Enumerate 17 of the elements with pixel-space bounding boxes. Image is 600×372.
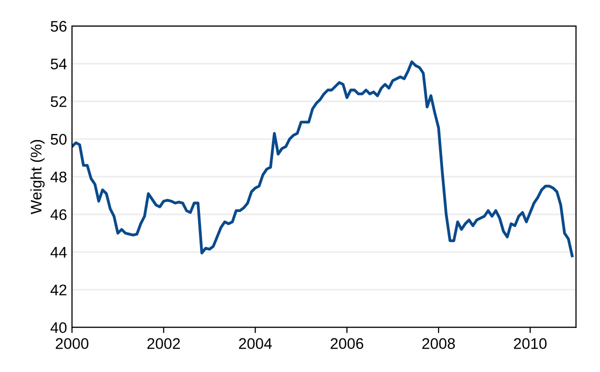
x-tick-label: 2010 [514, 338, 547, 349]
y-tick-label: 50 [50, 134, 67, 145]
x-tick-label: 2000 [56, 338, 88, 349]
y-tick-label: 40 [50, 322, 67, 334]
line-series [72, 60, 574, 258]
x-tick-label: 2008 [422, 338, 455, 349]
y-tick-label: 54 [50, 58, 67, 70]
x-tick-label: 2006 [330, 338, 364, 349]
y-axis-title: Weight (%) [30, 140, 45, 214]
y-tick-label: 44 [50, 247, 67, 258]
y-tick-label: 48 [50, 172, 66, 182]
y-tick-label: 42 [50, 284, 66, 296]
y-tick-label: 46 [50, 209, 66, 220]
x-tick-label: 2004 [239, 338, 272, 349]
y-tick-label: 52 [50, 96, 66, 108]
y-tick-label: 56 [50, 20, 66, 32]
x-tick-label: 2002 [147, 338, 180, 349]
